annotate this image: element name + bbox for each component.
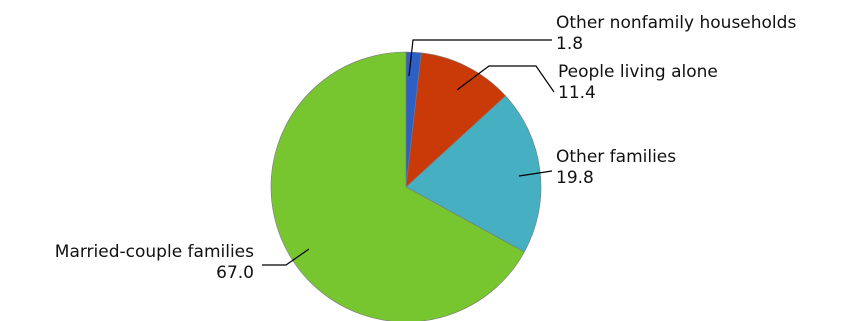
label-other-families: Other families	[556, 147, 676, 167]
pie-slices	[270, 51, 542, 321]
leader-line-other-families	[518, 170, 553, 177]
slice-labels: Other nonfamily households 1.8 People li…	[55, 13, 797, 283]
label-married-couple-families: Married-couple families	[55, 242, 254, 262]
value-people-living-alone: 11.4	[558, 83, 596, 103]
label-other-nonfamily-households: Other nonfamily households	[556, 13, 796, 33]
value-other-nonfamily-households: 1.8	[556, 34, 583, 54]
value-married-couple-families: 67.0	[216, 263, 254, 283]
label-people-living-alone: People living alone	[558, 62, 718, 82]
pie-slice-married-couple-families	[270, 51, 525, 321]
leader-line-other-nonfamily-households	[408, 39, 552, 77]
value-other-families: 19.8	[556, 168, 594, 188]
pie-slice-other-families	[405, 95, 542, 253]
leader-line-people-living-alone	[456, 65, 555, 93]
pie-slice-people-living-alone	[405, 52, 506, 188]
leader-line-married-couple-families	[262, 248, 310, 266]
